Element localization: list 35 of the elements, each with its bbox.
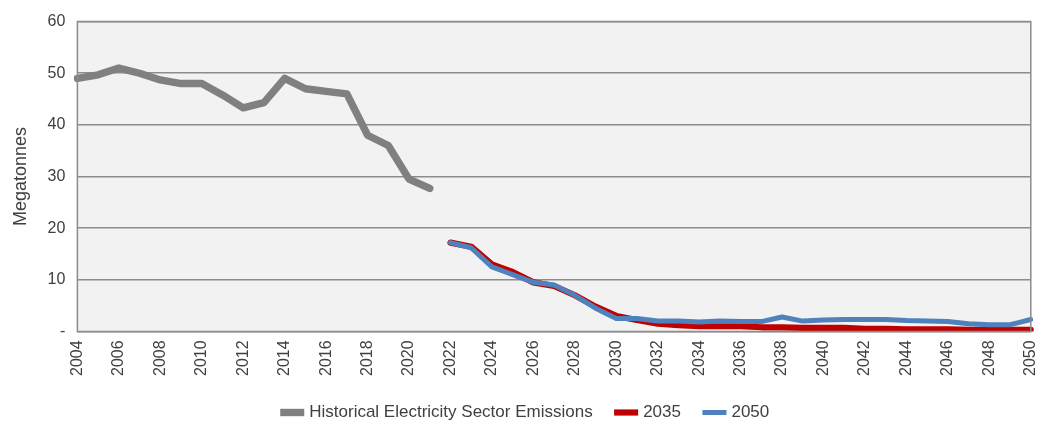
x-tick-label: 2004: [67, 340, 85, 376]
x-tick-label: 2014: [275, 340, 293, 376]
legend-label: 2035: [643, 402, 681, 422]
x-tick-label: 2012: [233, 340, 251, 376]
x-tick-label: 2008: [150, 340, 168, 376]
y-tick-label: 50: [47, 63, 66, 81]
x-tick-label: 2010: [192, 340, 210, 376]
y-axis-title: Megatonnes: [9, 126, 30, 227]
y-tick-label: 30: [47, 166, 66, 184]
x-tick-label: 2036: [731, 340, 749, 376]
x-tick-label: 2026: [523, 340, 541, 376]
x-tick-label: 2040: [813, 340, 831, 376]
x-tick-label: 2028: [565, 340, 583, 376]
x-tick-label: 2016: [316, 340, 334, 376]
x-tick-label: 2024: [482, 340, 500, 376]
x-tick-label: 2042: [855, 340, 873, 376]
x-tick-label: 2038: [772, 340, 790, 376]
legend-label: 2050: [731, 402, 770, 422]
x-tick-label: 2044: [896, 340, 914, 376]
x-tick-label: 2032: [648, 340, 666, 376]
y-tick-label: 40: [47, 115, 66, 133]
x-tick-label: 2034: [689, 340, 707, 376]
legend-label: Historical Electricity Sector Emissions: [309, 402, 593, 422]
y-tick-label: 10: [47, 270, 66, 288]
x-tick-label: 2020: [399, 340, 417, 376]
x-tick-label: 2022: [440, 340, 458, 376]
y-tick-label: -: [60, 321, 66, 339]
x-tick-label: 2006: [109, 340, 127, 376]
x-tick-label: 2046: [938, 340, 956, 376]
x-tick-label: 2048: [979, 340, 997, 376]
y-tick-label: 60: [47, 12, 66, 30]
x-tick-label: 2018: [357, 340, 375, 376]
x-tick-label: 2030: [606, 340, 624, 376]
y-tick-label: 20: [47, 218, 66, 236]
x-tick-label: 2050: [1021, 340, 1039, 376]
